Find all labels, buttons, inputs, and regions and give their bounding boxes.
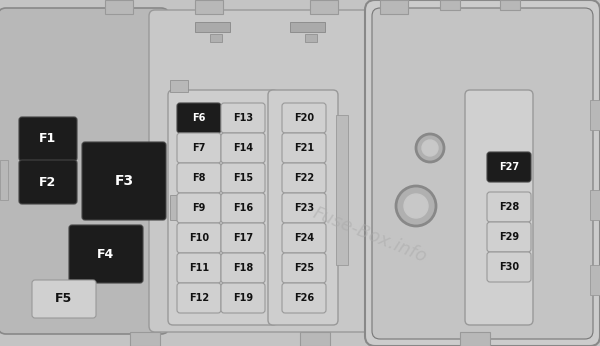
Text: F7: F7 bbox=[193, 143, 206, 153]
Text: F11: F11 bbox=[189, 263, 209, 273]
FancyBboxPatch shape bbox=[282, 223, 326, 253]
FancyBboxPatch shape bbox=[221, 133, 265, 163]
Text: F12: F12 bbox=[189, 293, 209, 303]
Text: F19: F19 bbox=[233, 293, 253, 303]
Bar bbox=[336, 115, 348, 265]
FancyBboxPatch shape bbox=[487, 252, 531, 282]
FancyBboxPatch shape bbox=[282, 163, 326, 193]
Bar bbox=[195, 0, 223, 14]
FancyBboxPatch shape bbox=[82, 142, 166, 220]
Bar bbox=[130, 332, 160, 346]
Text: F25: F25 bbox=[294, 263, 314, 273]
FancyBboxPatch shape bbox=[177, 253, 221, 283]
Text: F4: F4 bbox=[97, 247, 115, 261]
Circle shape bbox=[416, 134, 444, 162]
Text: F2: F2 bbox=[40, 175, 56, 189]
Bar bbox=[300, 332, 330, 346]
Circle shape bbox=[396, 186, 436, 226]
FancyBboxPatch shape bbox=[221, 163, 265, 193]
Bar bbox=[170, 80, 188, 92]
FancyBboxPatch shape bbox=[221, 103, 265, 133]
Text: F9: F9 bbox=[193, 203, 206, 213]
FancyBboxPatch shape bbox=[282, 133, 326, 163]
Bar bbox=[105, 0, 133, 14]
FancyBboxPatch shape bbox=[282, 283, 326, 313]
Text: F20: F20 bbox=[294, 113, 314, 123]
FancyBboxPatch shape bbox=[487, 222, 531, 252]
FancyBboxPatch shape bbox=[221, 223, 265, 253]
FancyBboxPatch shape bbox=[177, 103, 221, 133]
Bar bbox=[305, 34, 317, 42]
FancyBboxPatch shape bbox=[177, 163, 221, 193]
FancyBboxPatch shape bbox=[0, 8, 169, 334]
FancyBboxPatch shape bbox=[268, 90, 338, 325]
FancyBboxPatch shape bbox=[177, 133, 221, 163]
Bar bbox=[210, 34, 222, 42]
FancyBboxPatch shape bbox=[32, 280, 96, 318]
Text: F14: F14 bbox=[233, 143, 253, 153]
FancyBboxPatch shape bbox=[69, 225, 143, 283]
Text: F29: F29 bbox=[499, 232, 519, 242]
Text: F10: F10 bbox=[189, 233, 209, 243]
Text: F24: F24 bbox=[294, 233, 314, 243]
Text: F22: F22 bbox=[294, 173, 314, 183]
Bar bbox=[178, 170, 188, 180]
FancyBboxPatch shape bbox=[221, 193, 265, 223]
FancyBboxPatch shape bbox=[282, 193, 326, 223]
FancyBboxPatch shape bbox=[168, 90, 278, 325]
FancyBboxPatch shape bbox=[282, 103, 326, 133]
FancyBboxPatch shape bbox=[487, 192, 531, 222]
Text: F28: F28 bbox=[499, 202, 519, 212]
Circle shape bbox=[422, 140, 438, 156]
Bar bbox=[500, 0, 520, 10]
Bar bbox=[195, 22, 230, 32]
FancyBboxPatch shape bbox=[177, 283, 221, 313]
Bar bbox=[170, 195, 188, 220]
FancyBboxPatch shape bbox=[221, 253, 265, 283]
FancyBboxPatch shape bbox=[465, 90, 533, 325]
Bar bbox=[590, 190, 600, 220]
Bar bbox=[290, 22, 325, 32]
Text: F21: F21 bbox=[294, 143, 314, 153]
Text: F23: F23 bbox=[294, 203, 314, 213]
Text: F17: F17 bbox=[233, 233, 253, 243]
Bar bbox=[590, 265, 600, 295]
Text: Fuse-Box.info: Fuse-Box.info bbox=[310, 204, 430, 266]
Text: F18: F18 bbox=[233, 263, 253, 273]
Text: F30: F30 bbox=[499, 262, 519, 272]
FancyBboxPatch shape bbox=[177, 223, 221, 253]
Circle shape bbox=[404, 194, 428, 218]
FancyBboxPatch shape bbox=[19, 117, 77, 161]
Text: F13: F13 bbox=[233, 113, 253, 123]
FancyBboxPatch shape bbox=[487, 152, 531, 182]
Text: F15: F15 bbox=[233, 173, 253, 183]
Bar bbox=[0, 160, 8, 200]
Bar bbox=[590, 100, 600, 130]
FancyBboxPatch shape bbox=[282, 253, 326, 283]
FancyBboxPatch shape bbox=[177, 193, 221, 223]
Text: F6: F6 bbox=[193, 113, 206, 123]
FancyBboxPatch shape bbox=[372, 8, 593, 339]
FancyBboxPatch shape bbox=[19, 160, 77, 204]
FancyBboxPatch shape bbox=[365, 0, 600, 346]
Text: F16: F16 bbox=[233, 203, 253, 213]
Text: F8: F8 bbox=[192, 173, 206, 183]
Bar bbox=[380, 0, 408, 14]
Text: F3: F3 bbox=[115, 174, 134, 188]
Bar bbox=[460, 332, 490, 346]
FancyBboxPatch shape bbox=[149, 10, 491, 332]
Text: F5: F5 bbox=[55, 292, 73, 306]
Text: F27: F27 bbox=[499, 162, 519, 172]
Bar bbox=[310, 0, 338, 14]
FancyBboxPatch shape bbox=[221, 283, 265, 313]
Bar bbox=[440, 0, 460, 10]
Text: F26: F26 bbox=[294, 293, 314, 303]
Text: F1: F1 bbox=[40, 133, 56, 146]
